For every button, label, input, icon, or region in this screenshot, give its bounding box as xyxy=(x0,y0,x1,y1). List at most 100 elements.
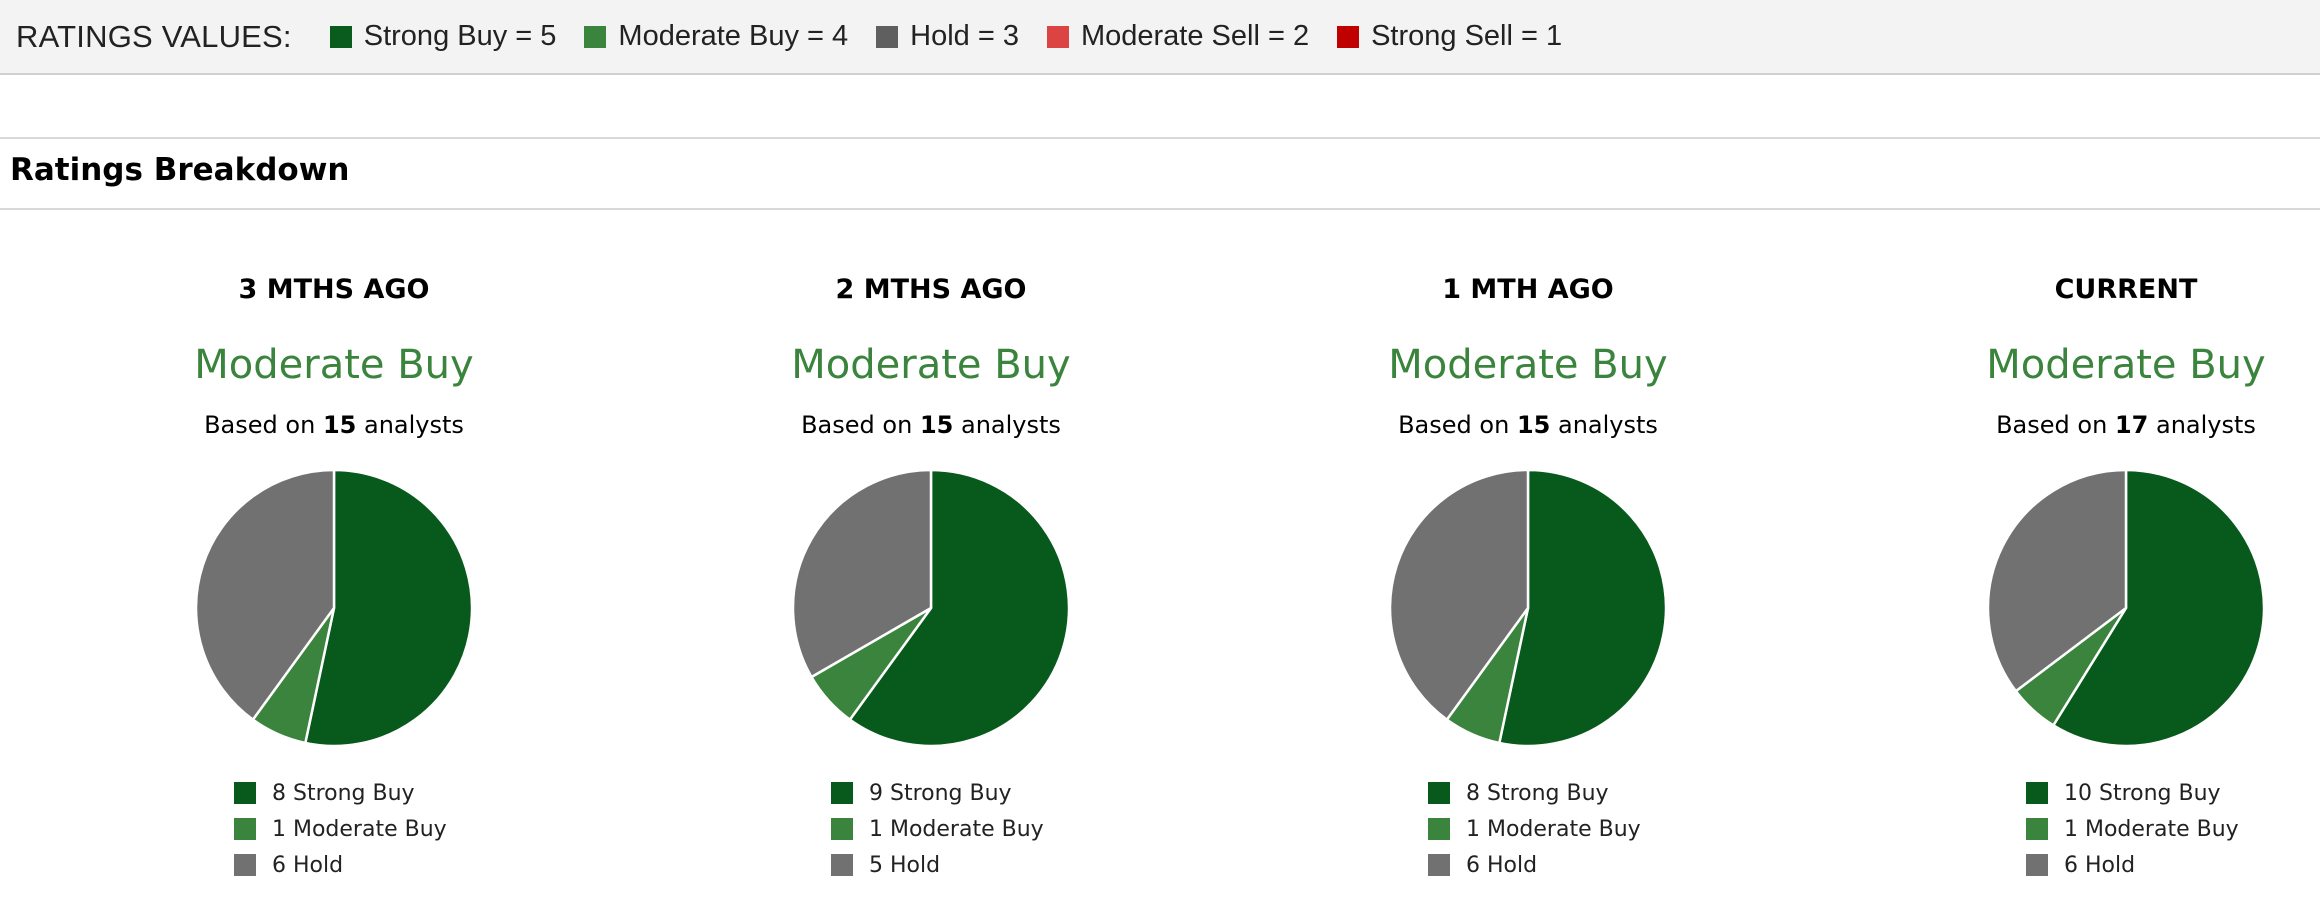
ratings-pie-chart xyxy=(194,468,474,748)
analyst-count-text: Based on 15 analysts xyxy=(631,410,1231,440)
pie-legend-label: 6 Hold xyxy=(2064,852,2136,878)
legend-moderate-buy: Moderate Buy = 4 xyxy=(584,20,848,53)
divider xyxy=(0,208,2320,210)
swatch-strong-sell xyxy=(1337,25,1360,48)
pie-legend-item: 10 Strong Buy xyxy=(2026,775,2276,811)
swatch-hold xyxy=(876,25,899,48)
legend-label: Hold = 3 xyxy=(910,20,1019,52)
pie-slice-strong-buy[interactable] xyxy=(848,468,1071,748)
pie-legend-label: 8 Strong Buy xyxy=(272,780,415,806)
swatch-hold xyxy=(831,854,853,876)
swatch-moderate-sell xyxy=(1046,25,1069,48)
analyst-count: 15 xyxy=(1516,411,1551,439)
swatch-moderate-buy xyxy=(2026,818,2048,840)
based-on-prefix: Based on xyxy=(1398,411,1510,439)
pie-slice-strong-buy[interactable] xyxy=(2052,468,2266,748)
pie-slice-strong-buy[interactable] xyxy=(304,468,474,748)
swatch-strong-buy xyxy=(329,25,352,48)
pie-legend-item: 1 Moderate Buy xyxy=(1428,811,1678,847)
section-title: Ratings Breakdown xyxy=(10,152,350,188)
consensus-rating: Moderate Buy xyxy=(194,342,474,388)
swatch-strong-buy xyxy=(831,782,853,804)
pie-legend-label: 1 Moderate Buy xyxy=(1466,816,1641,842)
pie-legend: 10 Strong Buy 1 Moderate Buy 6 Hold xyxy=(2026,775,2276,883)
pie-slice-hold[interactable] xyxy=(1986,468,2128,693)
pie-legend-item: 1 Moderate Buy xyxy=(2026,811,2276,847)
pie-slice-hold[interactable] xyxy=(1388,468,1530,721)
analyst-count-text: Based on 15 analysts xyxy=(34,410,634,440)
swatch-strong-buy xyxy=(234,782,256,804)
pie-legend-item: 1 Moderate Buy xyxy=(234,811,484,847)
based-on-suffix: analysts xyxy=(363,411,464,439)
swatch-moderate-buy xyxy=(584,25,607,48)
rating-period-2-months-ago: 2 MTHS AGO Moderate Buy Based on 15 anal… xyxy=(631,270,1231,748)
swatch-strong-buy xyxy=(2026,782,2048,804)
based-on-suffix: analysts xyxy=(1557,411,1658,439)
pie-legend-item: 6 Hold xyxy=(1428,847,1678,883)
based-on-suffix: analysts xyxy=(960,411,1061,439)
swatch-hold xyxy=(2026,854,2048,876)
pie-legend-item: 6 Hold xyxy=(234,847,484,883)
pie-legend-item: 5 Hold xyxy=(831,847,1081,883)
period-label: 3 MTHS AGO xyxy=(238,274,430,305)
ratings-values-title: RATINGS VALUES: xyxy=(16,18,292,54)
based-on-prefix: Based on xyxy=(1996,411,2108,439)
legend-strong-sell: Strong Sell = 1 xyxy=(1337,20,1562,53)
pie-legend-label: 1 Moderate Buy xyxy=(272,816,447,842)
pie-legend-label: 5 Hold xyxy=(869,852,941,878)
based-on-prefix: Based on xyxy=(801,411,913,439)
pie-legend-item: 6 Hold xyxy=(2026,847,2276,883)
ratings-pie-chart xyxy=(1986,468,2266,748)
period-label: CURRENT xyxy=(2054,274,2198,305)
legend-label: Moderate Buy = 4 xyxy=(618,20,849,52)
divider xyxy=(0,137,2320,139)
period-label: 2 MTHS AGO xyxy=(835,274,1027,305)
swatch-moderate-buy xyxy=(234,818,256,840)
pie-legend-item: 8 Strong Buy xyxy=(234,775,484,811)
consensus-rating: Moderate Buy xyxy=(791,342,1071,388)
rating-period-current: CURRENT Moderate Buy Based on 17 analyst… xyxy=(1826,270,2320,748)
legend-hold: Hold = 3 xyxy=(876,20,1019,53)
period-label: 1 MTH AGO xyxy=(1442,274,1614,305)
rating-period-3-months-ago: 3 MTHS AGO Moderate Buy Based on 15 anal… xyxy=(34,270,634,748)
analyst-count: 15 xyxy=(919,411,954,439)
analyst-count-text: Based on 17 analysts xyxy=(1826,410,2320,440)
swatch-hold xyxy=(1428,854,1450,876)
ratings-values-bar: RATINGS VALUES: Strong Buy = 5 Moderate … xyxy=(0,0,2320,75)
ratings-pie-chart xyxy=(791,468,1071,748)
consensus-rating: Moderate Buy xyxy=(1388,342,1668,388)
analyst-count-text: Based on 15 analysts xyxy=(1228,410,1828,440)
legend-moderate-sell: Moderate Sell = 2 xyxy=(1046,20,1310,53)
pie-slice-hold[interactable] xyxy=(791,468,933,679)
ratings-pie-chart xyxy=(1388,468,1668,748)
swatch-moderate-buy xyxy=(1428,818,1450,840)
pie-legend-label: 6 Hold xyxy=(272,852,344,878)
rating-period-1-month-ago: 1 MTH AGO Moderate Buy Based on 15 analy… xyxy=(1228,270,1828,748)
swatch-strong-buy xyxy=(1428,782,1450,804)
pie-legend: 8 Strong Buy 1 Moderate Buy 6 Hold xyxy=(234,775,484,883)
pie-legend: 8 Strong Buy 1 Moderate Buy 6 Hold xyxy=(1428,775,1678,883)
pie-legend-label: 10 Strong Buy xyxy=(2064,780,2221,806)
pie-legend-label: 1 Moderate Buy xyxy=(2064,816,2239,842)
legend-label: Moderate Sell = 2 xyxy=(1080,20,1310,52)
pie-legend: 9 Strong Buy 1 Moderate Buy 5 Hold xyxy=(831,775,1081,883)
pie-legend-item: 1 Moderate Buy xyxy=(831,811,1081,847)
pie-legend-item: 9 Strong Buy xyxy=(831,775,1081,811)
analyst-count: 17 xyxy=(2114,411,2149,439)
analyst-count: 15 xyxy=(322,411,357,439)
legend-strong-buy: Strong Buy = 5 xyxy=(329,20,557,53)
pie-slice-hold[interactable] xyxy=(194,468,336,721)
based-on-suffix: analysts xyxy=(2155,411,2256,439)
legend-label: Strong Buy = 5 xyxy=(363,20,557,52)
pie-legend-label: 6 Hold xyxy=(1466,852,1538,878)
pie-legend-item: 8 Strong Buy xyxy=(1428,775,1678,811)
based-on-prefix: Based on xyxy=(204,411,316,439)
consensus-rating: Moderate Buy xyxy=(1986,342,2266,388)
swatch-hold xyxy=(234,854,256,876)
legend-label: Strong Sell = 1 xyxy=(1371,20,1563,52)
pie-legend-label: 1 Moderate Buy xyxy=(869,816,1044,842)
pie-legend-label: 8 Strong Buy xyxy=(1466,780,1609,806)
pie-slice-strong-buy[interactable] xyxy=(1498,468,1668,748)
swatch-moderate-buy xyxy=(831,818,853,840)
pie-legend-label: 9 Strong Buy xyxy=(869,780,1012,806)
